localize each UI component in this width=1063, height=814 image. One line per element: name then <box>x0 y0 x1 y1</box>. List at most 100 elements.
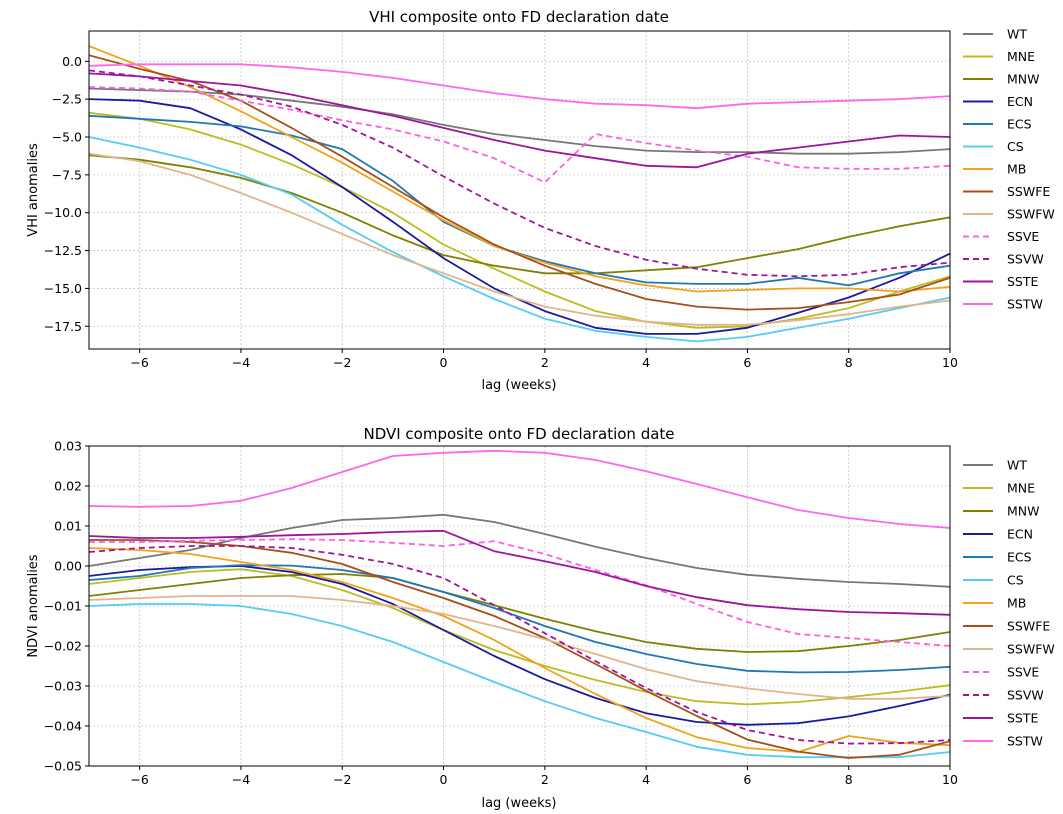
vhi-x-tick-label: 4 <box>642 355 650 370</box>
ndvi-x-axis-label: lag (weeks) <box>481 796 556 811</box>
ndvi-legend-label-mnw: MNW <box>1007 504 1040 519</box>
vhi-series-ssve <box>89 86 950 184</box>
ndvi-series-sswfw <box>89 595 950 700</box>
ndvi-legend-label-ssve: SSVE <box>1007 665 1039 680</box>
vhi-legend-label-sste: SSTE <box>1007 274 1039 289</box>
vhi-series-mne <box>89 111 950 329</box>
vhi-series-lines <box>89 45 950 343</box>
ndvi-x-tick-label: −2 <box>333 772 351 787</box>
ndvi-x-tick-label: 10 <box>942 772 958 787</box>
vhi-y-tick-label: −15.0 <box>44 281 82 296</box>
ndvi-series-sstw <box>89 449 950 529</box>
vhi-series-sswfw <box>89 152 950 326</box>
ndvi-y-tick-label: 0.02 <box>54 479 82 494</box>
ndvi-series-lines <box>89 449 950 759</box>
vhi-x-tick-label: 2 <box>541 355 549 370</box>
vhi-y-tick-label: −12.5 <box>44 243 82 258</box>
ndvi-chart-title: NDVI composite onto FD declaration date <box>363 425 674 443</box>
ndvi-series-mnw <box>89 573 950 653</box>
ndvi-y-tick-label: −0.01 <box>44 599 82 614</box>
vhi-legend-label-mb: MB <box>1007 162 1026 177</box>
vhi-chart-title: VHI composite onto FD declaration date <box>369 8 669 26</box>
ndvi-series-ssve <box>89 538 950 647</box>
ndvi-legend-label-ecs: ECS <box>1007 550 1032 565</box>
vhi-grid <box>89 31 951 349</box>
vhi-series-ssvw <box>89 69 950 278</box>
ndvi-y-tick-label: 0.00 <box>54 559 82 574</box>
ndvi-y-tick-label: −0.04 <box>44 719 82 734</box>
vhi-series-sstw <box>89 63 950 110</box>
vhi-legend-label-ecn: ECN <box>1007 94 1033 109</box>
vhi-series-sswfe <box>89 54 950 311</box>
vhi-ticks: −6 −4 −2 0 2 4 6 8 10 0.0 −2.5 −5.0 −7.5 −10.0 −12.5 −1… <box>44 54 958 370</box>
vhi-y-tick-label: −17.5 <box>44 319 82 334</box>
ndvi-legend-label-sstw: SSTW <box>1007 734 1043 749</box>
vhi-x-tick-label: −4 <box>232 355 250 370</box>
ndvi-legend-label-cs: CS <box>1007 573 1024 588</box>
vhi-series-sste <box>89 72 950 169</box>
ndvi-x-tick-label: 8 <box>845 772 853 787</box>
vhi-y-axis-label: VHI anomalies <box>26 143 41 237</box>
ndvi-legend-label-sswfw: SSWFW <box>1007 642 1055 657</box>
ndvi-x-tick-label: 0 <box>440 772 448 787</box>
vhi-legend-label-ssve: SSVE <box>1007 229 1039 244</box>
ndvi-legend-label-ecn: ECN <box>1007 527 1033 542</box>
ndvi-series-mb <box>89 547 950 753</box>
vhi-legend-label-ecs: ECS <box>1007 117 1032 132</box>
ndvi-y-tick-label: 0.03 <box>54 439 82 454</box>
vhi-plot-frame <box>88 30 951 350</box>
ndvi-legend-label-mb: MB <box>1007 596 1026 611</box>
ndvi-series-cs <box>89 603 950 759</box>
ndvi-series-ecn <box>89 565 950 726</box>
vhi-y-tick-label: −7.5 <box>52 167 82 182</box>
vhi-legend-label-sswfw: SSWFW <box>1007 207 1055 222</box>
ndvi-legend-label-wt: WT <box>1007 458 1027 473</box>
vhi-legend-label-ssvw: SSVW <box>1007 252 1044 267</box>
ndvi-x-tick-label: −6 <box>130 772 148 787</box>
vhi-series-mnw <box>89 154 950 275</box>
vhi-series-ecs <box>89 114 950 287</box>
ndvi-legend-label-sste: SSTE <box>1007 711 1039 726</box>
ndvi-series-sste <box>89 529 950 616</box>
vhi-legend-label-wt: WT <box>1007 27 1027 42</box>
ndvi-series-ssvw <box>89 545 950 745</box>
vhi-x-tick-label: 10 <box>942 355 958 370</box>
ndvi-x-tick-label: 2 <box>541 772 549 787</box>
ndvi-legend: WT MNE MNW ECN ECS CS MB SSWFE SSWFW SSVE SSVW SSTE… <box>963 458 1055 749</box>
vhi-x-tick-label: −6 <box>130 355 148 370</box>
vhi-chart-panel: VHI composite onto FD declaration date −… <box>26 8 1055 393</box>
ndvi-legend-label-mne: MNE <box>1007 481 1035 496</box>
vhi-x-tick-label: −2 <box>333 355 351 370</box>
vhi-y-tick-label: −10.0 <box>44 205 82 220</box>
vhi-x-axis-label: lag (weeks) <box>481 378 556 393</box>
vhi-series-cs <box>89 136 950 343</box>
ndvi-legend-label-ssvw: SSVW <box>1007 688 1044 703</box>
vhi-x-tick-label: 8 <box>845 355 853 370</box>
vhi-legend-label-mne: MNE <box>1007 49 1035 64</box>
ndvi-ticks: −6 −4 −2 0 2 4 6 8 10 0.03 0.02 0.01 0.00 −0.01 −0.02 −… <box>44 439 958 788</box>
vhi-y-tick-label: −5.0 <box>52 130 82 145</box>
ndvi-legend-label-sswfe: SSWFE <box>1007 619 1050 634</box>
vhi-legend-label-mnw: MNW <box>1007 72 1040 87</box>
ndvi-y-tick-label: 0.01 <box>54 519 82 534</box>
ndvi-x-tick-label: −4 <box>232 772 250 787</box>
ndvi-y-tick-label: −0.05 <box>44 759 82 774</box>
ndvi-y-axis-label: NDVI anomalies <box>26 554 41 657</box>
ndvi-x-tick-label: 4 <box>642 772 650 787</box>
vhi-y-tick-label: −2.5 <box>52 92 82 107</box>
vhi-x-tick-label: 6 <box>743 355 751 370</box>
ndvi-y-tick-label: −0.02 <box>44 639 82 654</box>
ndvi-x-tick-label: 6 <box>743 772 751 787</box>
vhi-legend-label-sswfe: SSWFE <box>1007 184 1050 199</box>
vhi-legend: WT MNE MNW ECN ECS CS MB SSWFE SSWFW SSVE SSVW SSTE… <box>963 27 1055 312</box>
ndvi-series-mne <box>89 568 950 706</box>
vhi-legend-label-sstw: SSTW <box>1007 297 1043 312</box>
ndvi-series-ecs <box>89 564 950 674</box>
vhi-y-tick-label: 0.0 <box>62 54 82 69</box>
ndvi-chart-panel: NDVI composite onto FD declaration date … <box>26 425 1055 811</box>
vhi-series-wt <box>89 87 950 155</box>
vhi-legend-label-cs: CS <box>1007 139 1024 154</box>
vhi-x-tick-label: 0 <box>440 355 448 370</box>
ndvi-y-tick-label: −0.03 <box>44 679 82 694</box>
